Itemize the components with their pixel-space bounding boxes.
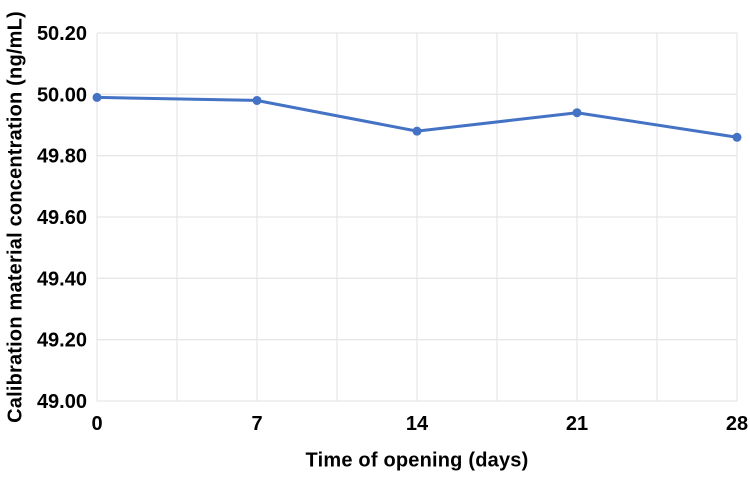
y-tick-label: 49.00 [37,391,87,413]
data-point-marker [92,92,102,102]
y-tick-label: 50.00 [37,84,87,106]
data-point-marker [572,108,582,118]
y-tick-label: 49.80 [37,146,87,168]
y-tick-label: 49.60 [37,207,87,229]
x-tick-label: 7 [251,413,262,435]
data-point-marker [412,126,422,136]
x-tick-label: 21 [566,413,588,435]
x-tick-label: 28 [726,413,748,435]
y-tick-label: 49.20 [37,330,87,352]
y-tick-label: 50.20 [37,23,87,45]
x-axis-title: Time of opening (days) [305,449,529,472]
x-tick-label: 14 [406,413,429,435]
y-axis-title: Calibration material concentration (ng/m… [4,11,27,423]
x-tick-label: 0 [91,413,102,435]
data-point-marker [732,132,742,142]
data-point-marker [252,95,262,105]
y-tick-label: 49.40 [37,268,87,290]
